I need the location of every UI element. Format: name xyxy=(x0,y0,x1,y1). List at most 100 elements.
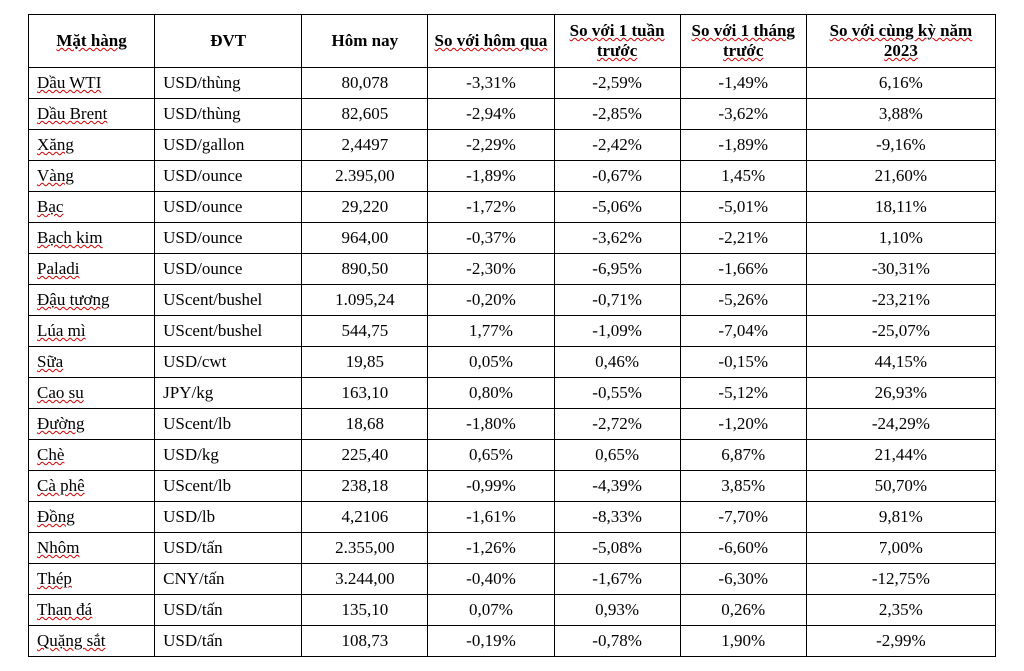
cell-d1: 0,07% xyxy=(428,595,554,626)
table-row: Cao suJPY/kg163,100,80%-0,55%-5,12%26,93… xyxy=(29,378,996,409)
cell-today: 108,73 xyxy=(302,626,428,657)
cell-unit: UScent/bushel xyxy=(155,316,302,347)
cell-m1: -1,49% xyxy=(680,68,806,99)
cell-unit: JPY/kg xyxy=(155,378,302,409)
cell-today: 135,10 xyxy=(302,595,428,626)
cell-m1: -6,60% xyxy=(680,533,806,564)
cell-today: 3.244,00 xyxy=(302,564,428,595)
cell-name: Dầu WTI xyxy=(29,68,155,99)
table-row: VàngUSD/ounce2.395,00-1,89%-0,67%1,45%21… xyxy=(29,161,996,192)
table-row: NhômUSD/tấn2.355,00-1,26%-5,08%-6,60%7,0… xyxy=(29,533,996,564)
cell-m1: 1,45% xyxy=(680,161,806,192)
cell-today: 163,10 xyxy=(302,378,428,409)
cell-w1: 0,93% xyxy=(554,595,680,626)
cell-yoy: 21,60% xyxy=(806,161,995,192)
table-row: Dầu BrentUSD/thùng82,605-2,94%-2,85%-3,6… xyxy=(29,99,996,130)
cell-unit: USD/lb xyxy=(155,502,302,533)
commodity-price-table: Mặt hàng ĐVT Hôm nay So với hôm qua So v… xyxy=(28,14,996,657)
cell-unit: UScent/lb xyxy=(155,471,302,502)
cell-w1: -2,85% xyxy=(554,99,680,130)
cell-yoy: 6,16% xyxy=(806,68,995,99)
cell-w1: -0,67% xyxy=(554,161,680,192)
cell-unit: USD/tấn xyxy=(155,595,302,626)
col-header-label: So với 1 tuần trước xyxy=(570,21,665,60)
cell-d1: -1,61% xyxy=(428,502,554,533)
col-header-w1: So với 1 tuần trước xyxy=(554,15,680,68)
cell-w1: -0,71% xyxy=(554,285,680,316)
cell-today: 82,605 xyxy=(302,99,428,130)
cell-m1: -5,12% xyxy=(680,378,806,409)
cell-unit: USD/tấn xyxy=(155,533,302,564)
cell-d1: -2,29% xyxy=(428,130,554,161)
cell-today: 544,75 xyxy=(302,316,428,347)
cell-unit: USD/ounce xyxy=(155,161,302,192)
cell-unit: USD/gallon xyxy=(155,130,302,161)
table-row: ĐồngUSD/lb4,2106-1,61%-8,33%-7,70%9,81% xyxy=(29,502,996,533)
col-header-label: So với hôm qua xyxy=(435,31,548,50)
cell-unit: UScent/lb xyxy=(155,409,302,440)
cell-name: Than đá xyxy=(29,595,155,626)
cell-today: 19,85 xyxy=(302,347,428,378)
cell-name: Thép xyxy=(29,564,155,595)
cell-m1: -2,21% xyxy=(680,223,806,254)
cell-name: Cà phê xyxy=(29,471,155,502)
cell-m1: -1,66% xyxy=(680,254,806,285)
cell-today: 238,18 xyxy=(302,471,428,502)
cell-m1: -1,20% xyxy=(680,409,806,440)
cell-unit: USD/thùng xyxy=(155,99,302,130)
cell-name: Vàng xyxy=(29,161,155,192)
cell-yoy: -23,21% xyxy=(806,285,995,316)
table-row: PaladiUSD/ounce890,50-2,30%-6,95%-1,66%-… xyxy=(29,254,996,285)
col-header-name: Mặt hàng xyxy=(29,15,155,68)
table-body: Dầu WTIUSD/thùng80,078-3,31%-2,59%-1,49%… xyxy=(29,68,996,657)
cell-d1: -0,37% xyxy=(428,223,554,254)
cell-name: Quặng sắt xyxy=(29,626,155,657)
cell-yoy: 2,35% xyxy=(806,595,995,626)
cell-d1: 0,80% xyxy=(428,378,554,409)
cell-yoy: 50,70% xyxy=(806,471,995,502)
cell-w1: -5,06% xyxy=(554,192,680,223)
cell-yoy: 9,81% xyxy=(806,502,995,533)
cell-unit: CNY/tấn xyxy=(155,564,302,595)
cell-d1: 0,05% xyxy=(428,347,554,378)
cell-m1: -3,62% xyxy=(680,99,806,130)
cell-name: Bạch kim xyxy=(29,223,155,254)
table-row: Bạch kimUSD/ounce964,00-0,37%-3,62%-2,21… xyxy=(29,223,996,254)
cell-name: Paladi xyxy=(29,254,155,285)
cell-yoy: -9,16% xyxy=(806,130,995,161)
cell-w1: -5,08% xyxy=(554,533,680,564)
cell-w1: -2,72% xyxy=(554,409,680,440)
cell-d1: -1,80% xyxy=(428,409,554,440)
table-row: ThépCNY/tấn3.244,00-0,40%-1,67%-6,30%-12… xyxy=(29,564,996,595)
cell-d1: 0,65% xyxy=(428,440,554,471)
cell-today: 2.355,00 xyxy=(302,533,428,564)
cell-today: 1.095,24 xyxy=(302,285,428,316)
cell-yoy: -24,29% xyxy=(806,409,995,440)
cell-m1: 0,26% xyxy=(680,595,806,626)
cell-name: Lúa mì xyxy=(29,316,155,347)
cell-m1: -1,89% xyxy=(680,130,806,161)
cell-name: Nhôm xyxy=(29,533,155,564)
col-header-label: So với 1 tháng trước xyxy=(691,21,794,60)
cell-d1: -0,20% xyxy=(428,285,554,316)
cell-m1: -5,26% xyxy=(680,285,806,316)
cell-m1: -5,01% xyxy=(680,192,806,223)
cell-yoy: -12,75% xyxy=(806,564,995,595)
col-header-label: ĐVT xyxy=(210,31,246,50)
cell-w1: -8,33% xyxy=(554,502,680,533)
cell-w1: 0,46% xyxy=(554,347,680,378)
cell-d1: -1,89% xyxy=(428,161,554,192)
table-row: Dầu WTIUSD/thùng80,078-3,31%-2,59%-1,49%… xyxy=(29,68,996,99)
cell-today: 18,68 xyxy=(302,409,428,440)
table-row: Đậu tươngUScent/bushel1.095,24-0,20%-0,7… xyxy=(29,285,996,316)
cell-yoy: 21,44% xyxy=(806,440,995,471)
cell-d1: -2,30% xyxy=(428,254,554,285)
table-header-row: Mặt hàng ĐVT Hôm nay So với hôm qua So v… xyxy=(29,15,996,68)
cell-m1: -7,70% xyxy=(680,502,806,533)
cell-m1: -7,04% xyxy=(680,316,806,347)
cell-today: 2.395,00 xyxy=(302,161,428,192)
cell-d1: -3,31% xyxy=(428,68,554,99)
cell-w1: -0,55% xyxy=(554,378,680,409)
cell-m1: -6,30% xyxy=(680,564,806,595)
cell-m1: 6,87% xyxy=(680,440,806,471)
